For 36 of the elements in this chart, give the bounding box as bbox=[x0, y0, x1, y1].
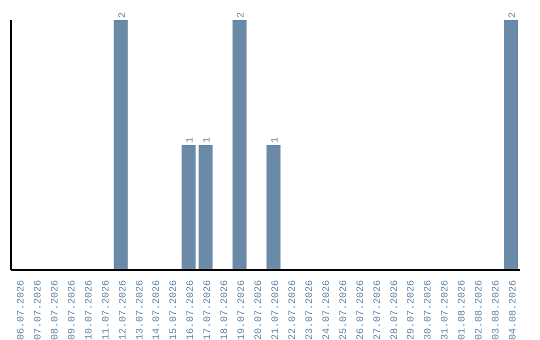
x-tick-label: 31.07.2026 bbox=[440, 280, 452, 340]
x-tick-label: 12.07.2026 bbox=[118, 280, 130, 340]
data-label: 2 bbox=[118, 12, 129, 18]
x-tick-label: 26.07.2026 bbox=[356, 280, 367, 340]
data-label: 1 bbox=[270, 136, 282, 143]
x-tick-label: 09.07.2026 bbox=[67, 280, 78, 340]
x-tick-label: 02.08.2026 bbox=[474, 280, 486, 340]
x-tick-label: 22.07.2026 bbox=[288, 280, 299, 340]
x-tick-label: 17.07.2026 bbox=[203, 280, 214, 340]
x-tick-label: 10.07.2026 bbox=[84, 280, 96, 340]
x-tick-label: 07.07.2026 bbox=[33, 280, 44, 340]
x-tick-label: 24.07.2026 bbox=[322, 280, 333, 340]
x-tick-label: 18.07.2026 bbox=[220, 280, 232, 340]
x-tick-label: 11.07.2026 bbox=[101, 280, 112, 340]
x-tick-label: 13.07.2026 bbox=[135, 280, 146, 340]
data-label: 2 bbox=[508, 12, 520, 18]
data-label: 2 bbox=[236, 12, 248, 18]
x-tick-label: 19.07.2026 bbox=[237, 280, 248, 340]
data-label: 1 bbox=[202, 136, 214, 143]
x-tick-label: 15.07.2026 bbox=[169, 280, 180, 340]
x-tick-label: 21.07.2026 bbox=[270, 280, 282, 340]
x-tick-label: 30.07.2026 bbox=[424, 280, 435, 340]
x-tick-label: 25.07.2026 bbox=[338, 280, 350, 340]
x-tick-label: 03.08.2026 bbox=[492, 280, 503, 340]
x-tick-label: 04.08.2026 bbox=[508, 280, 520, 340]
x-tick-label: 14.07.2026 bbox=[152, 280, 164, 340]
x-tick-label: 23.07.2026 bbox=[304, 280, 316, 340]
x-tick-label: 28.07.2026 bbox=[390, 280, 401, 340]
x-tick-label: 01.08.2026 bbox=[458, 280, 469, 340]
x-tick-label: 06.07.2026 bbox=[16, 280, 28, 340]
data-label: 1 bbox=[186, 136, 197, 143]
x-tick-label: 08.07.2026 bbox=[50, 280, 62, 340]
x-tick-label: 27.07.2026 bbox=[372, 280, 384, 340]
x-tick-label: 29.07.2026 bbox=[406, 280, 418, 340]
x-tick-label: 20.07.2026 bbox=[254, 280, 266, 340]
x-tick-label: 16.07.2026 bbox=[186, 280, 198, 340]
